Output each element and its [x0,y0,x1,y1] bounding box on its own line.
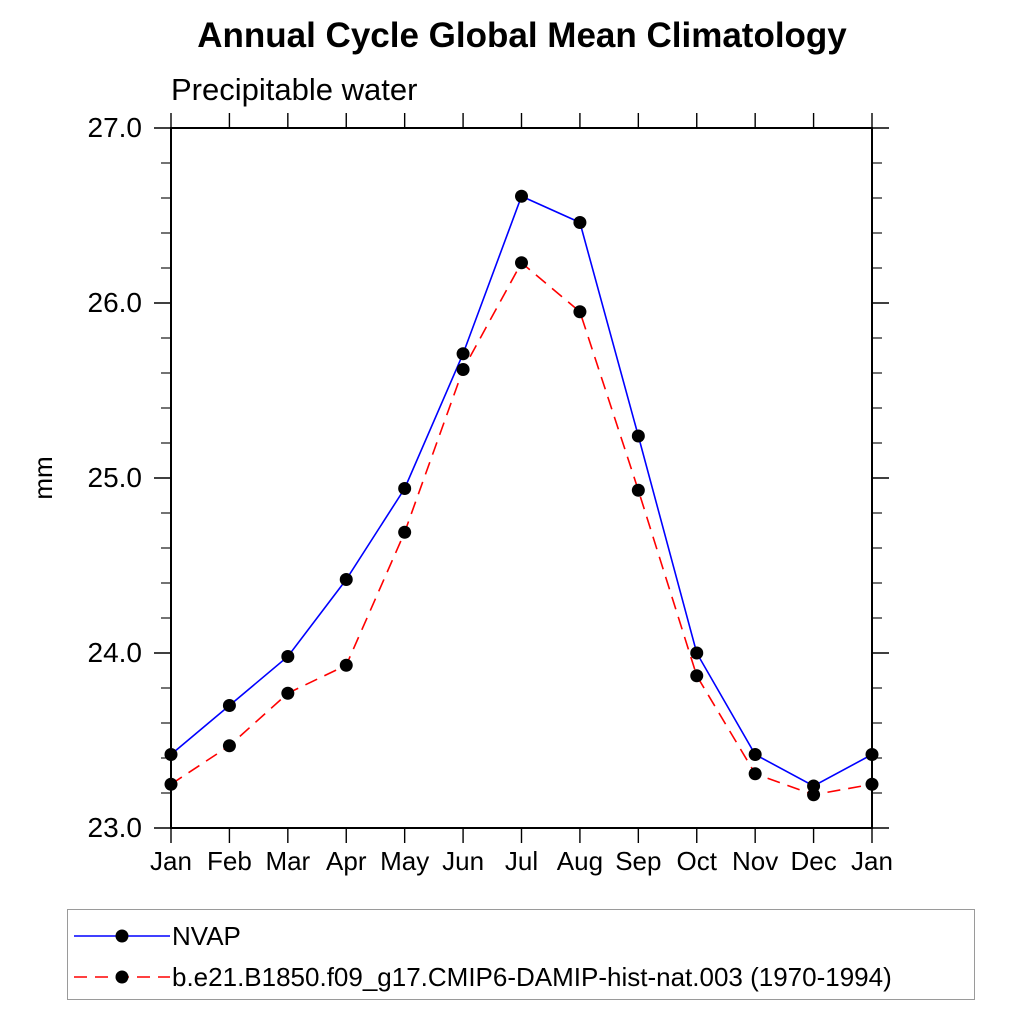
data-point-marker-1 [690,669,704,683]
data-point-marker-1 [865,777,879,791]
x-tick-label: Dec [790,846,836,876]
y-tick-label: 26.0 [88,287,143,318]
axis-frame [170,127,873,829]
legend-item-model: b.e21.B1850.f09_g17.CMIP6-DAMIP-hist-nat… [72,963,892,991]
y-tick-label: 24.0 [88,637,143,668]
data-point-marker-1 [631,483,645,497]
data-point-marker-1 [164,777,178,791]
data-point-marker-1 [281,686,295,700]
series-line-1 [170,261,873,796]
legend: NVAP b.e21.B1850.f09_g17.CMIP6-DAMIP-his… [67,909,975,1000]
x-tick-label: Jan [851,846,893,876]
data-point-marker-0 [398,482,412,495]
data-point-marker-1 [339,658,353,672]
data-point-marker-1 [515,256,528,270]
data-point-marker-0 [865,748,879,761]
nvap-line-sample-icon [74,929,170,943]
x-tick-label: Jul [505,846,538,876]
chart-title: Annual Cycle Global Mean Climatology [197,16,847,55]
data-point-marker-0 [164,748,178,761]
x-tick-label: Jan [150,846,192,876]
data-point-marker-1 [573,305,587,319]
data-point-marker-1 [398,525,412,539]
y-tick-label: 27.0 [88,112,143,143]
x-tick-label: May [380,846,429,876]
data-point-marker-0 [748,748,762,761]
data-point-marker-1 [748,767,762,781]
x-tick-label: Mar [265,846,310,876]
legend-label-model: b.e21.B1850.f09_g17.CMIP6-DAMIP-hist-nat… [172,962,892,992]
legend-item-nvap: NVAP [72,922,241,950]
x-tick-label: Nov [732,846,778,876]
x-tick-label: Aug [557,846,603,876]
chart-subtitle: Precipitable water [171,72,418,107]
data-point-marker-1 [807,788,821,802]
data-point-marker-0 [631,429,645,443]
y-tick-label: 23.0 [88,812,143,843]
x-tick-label: Oct [677,846,718,876]
data-point-marker-1 [222,739,236,753]
x-tick-label: Jun [442,846,484,876]
legend-label-nvap: NVAP [172,921,241,951]
data-point-marker-0 [515,189,528,203]
y-axis-label: mm [28,456,58,499]
data-point-marker-0 [690,646,704,660]
data-point-marker-0 [222,699,236,712]
model-dashed-line-sample-icon [74,970,170,984]
series-line-0 [170,195,873,787]
x-tick-label: Apr [326,846,367,876]
data-point-marker-0 [281,650,295,663]
y-tick-label: 25.0 [88,462,143,493]
data-point-marker-0 [573,216,587,229]
data-point-marker-1 [456,363,470,376]
x-tick-label: Feb [207,846,252,876]
data-point-marker-0 [339,573,353,586]
x-tick-label: Sep [615,846,661,876]
data-point-marker-0 [456,347,470,361]
